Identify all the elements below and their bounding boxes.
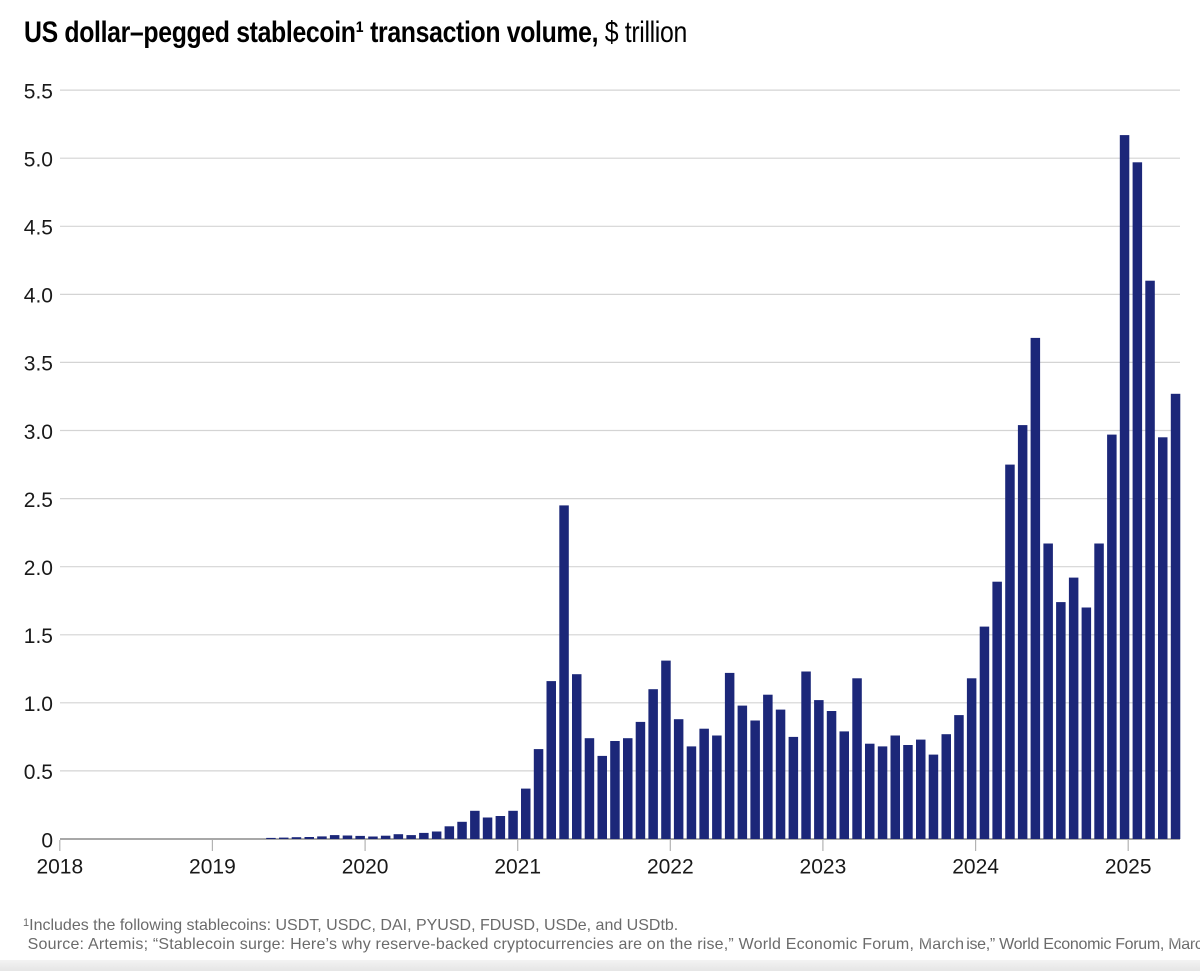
svg-text:2023: 2023 [800, 856, 847, 879]
svg-text:2021: 2021 [494, 856, 541, 879]
svg-text:0.5: 0.5 [24, 761, 53, 784]
svg-text:4.0: 4.0 [24, 285, 53, 308]
svg-text:2018: 2018 [36, 856, 83, 879]
svg-text:0: 0 [41, 829, 53, 852]
svg-text:2025: 2025 [1105, 856, 1152, 879]
svg-text:5.0: 5.0 [24, 149, 53, 172]
svg-text:2020: 2020 [342, 856, 389, 879]
svg-text:4.5: 4.5 [24, 217, 53, 240]
svg-text:1.5: 1.5 [24, 625, 53, 648]
svg-text:2022: 2022 [647, 856, 694, 879]
svg-text:1.0: 1.0 [24, 693, 53, 716]
svg-text:2019: 2019 [189, 856, 236, 879]
svg-text:5.5: 5.5 [24, 80, 53, 103]
svg-text:2.0: 2.0 [24, 557, 53, 580]
svg-text:3.5: 3.5 [24, 353, 53, 376]
svg-text:2024: 2024 [952, 856, 999, 879]
svg-text:2.5: 2.5 [24, 489, 53, 512]
svg-text:3.0: 3.0 [24, 421, 53, 444]
